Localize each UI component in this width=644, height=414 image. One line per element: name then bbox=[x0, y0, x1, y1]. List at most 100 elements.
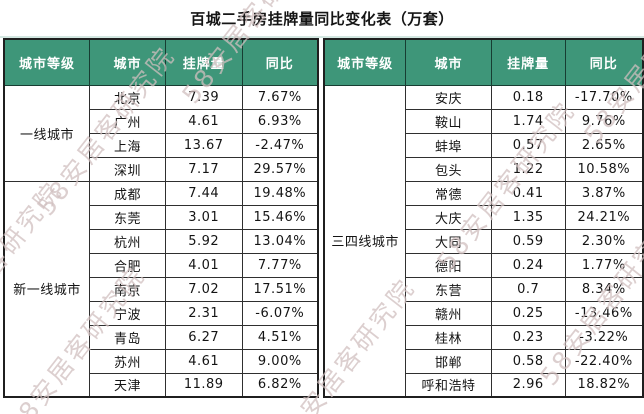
table-row: 上海 13.67 -2.47% bbox=[4, 132, 319, 158]
yoy-cell: -2.47% bbox=[241, 132, 319, 158]
column-header: 城市 bbox=[405, 38, 492, 86]
yoy-cell: 24.21% bbox=[564, 204, 644, 230]
listings-cell: 0.59 bbox=[490, 228, 566, 254]
city-cell: 成都 bbox=[89, 180, 166, 206]
city-cell: 天津 bbox=[89, 372, 166, 398]
city-cell: 东营 bbox=[405, 276, 492, 302]
listings-cell: 0.25 bbox=[490, 300, 566, 326]
yoy-cell: 19.48% bbox=[241, 180, 319, 206]
tier-cell: 新一线城市 bbox=[3, 180, 91, 398]
city-cell: 广州 bbox=[89, 108, 166, 134]
table-row: 深圳 7.17 29.57% bbox=[4, 156, 319, 182]
column-header: 城市等级 bbox=[323, 38, 407, 86]
listings-cell: 4.01 bbox=[164, 252, 243, 278]
tables-container: 城市等级 城市 挂牌量 同比 一线城市 北京 7.39 7.67% 广州 4.61 6.93% 上海… bbox=[3, 38, 644, 398]
city-cell: 桂林 bbox=[405, 324, 492, 350]
listings-cell: 3.01 bbox=[164, 204, 243, 230]
table-row: 一线城市 北京 7.39 7.67% bbox=[3, 84, 319, 182]
city-cell: 鞍山 bbox=[405, 108, 492, 134]
table-row: 新一线城市 成都 7.44 19.48% bbox=[3, 180, 319, 398]
city-cell: 蚌埠 bbox=[405, 132, 492, 158]
listings-cell: 13.67 bbox=[164, 132, 243, 158]
listings-cell: 7.17 bbox=[164, 156, 243, 182]
column-header: 同比 bbox=[564, 38, 644, 86]
yoy-cell: -6.07% bbox=[241, 300, 319, 326]
column-header: 城市等级 bbox=[3, 38, 91, 86]
column-header: 挂牌量 bbox=[164, 38, 243, 86]
table-row: 青岛 6.27 4.51% bbox=[4, 324, 319, 350]
yoy-cell: 15.46% bbox=[241, 204, 319, 230]
city-cell: 德阳 bbox=[405, 252, 492, 278]
yoy-cell: 9.00% bbox=[241, 348, 319, 374]
listings-cell: 5.92 bbox=[164, 228, 243, 254]
table-row: 广州 4.61 6.93% bbox=[4, 108, 319, 134]
left-table: 城市等级 城市 挂牌量 同比 一线城市 北京 7.39 7.67% 广州 4.61 6.93% 上海… bbox=[3, 38, 320, 398]
title-divider bbox=[0, 36, 644, 38]
column-header: 挂牌量 bbox=[490, 38, 566, 86]
yoy-cell: 9.76% bbox=[564, 108, 644, 134]
city-cell: 呼和浩特 bbox=[405, 372, 492, 398]
yoy-cell: 17.51% bbox=[241, 276, 319, 302]
yoy-cell: 2.65% bbox=[564, 132, 644, 158]
table-row: 南京 7.02 17.51% bbox=[4, 276, 319, 302]
listings-cell: 0.58 bbox=[490, 348, 566, 374]
listings-cell: 0.41 bbox=[490, 180, 566, 206]
yoy-cell: 8.34% bbox=[564, 276, 644, 302]
yoy-cell: -3.22% bbox=[564, 324, 644, 350]
city-cell: 常德 bbox=[405, 180, 492, 206]
listings-cell: 4.61 bbox=[164, 348, 243, 374]
table-row: 东营 0.7 8.34% bbox=[324, 276, 644, 302]
city-cell: 南京 bbox=[89, 276, 166, 302]
column-header: 城市 bbox=[89, 38, 166, 86]
yoy-cell: -17.70% bbox=[564, 84, 644, 110]
table-row: 天津 11.89 6.82% bbox=[4, 372, 319, 398]
yoy-cell: -22.40% bbox=[564, 348, 644, 374]
city-cell: 赣州 bbox=[405, 300, 492, 326]
listings-cell: 7.02 bbox=[164, 276, 243, 302]
table-row: 包头 1.22 10.58% bbox=[324, 156, 644, 182]
yoy-cell: 7.67% bbox=[241, 84, 319, 110]
city-cell: 包头 bbox=[405, 156, 492, 182]
city-cell: 大庆 bbox=[405, 204, 492, 230]
yoy-cell: 3.87% bbox=[564, 180, 644, 206]
yoy-cell: 18.82% bbox=[564, 372, 644, 398]
listings-cell: 0.7 bbox=[490, 276, 566, 302]
listings-cell: 0.18 bbox=[490, 84, 566, 110]
listings-cell: 6.27 bbox=[164, 324, 243, 350]
city-cell: 宁波 bbox=[89, 300, 166, 326]
city-cell: 杭州 bbox=[89, 228, 166, 254]
listings-cell: 1.74 bbox=[490, 108, 566, 134]
city-cell: 东莞 bbox=[89, 204, 166, 230]
yoy-cell: -13.46% bbox=[564, 300, 644, 326]
yoy-cell: 13.04% bbox=[241, 228, 319, 254]
listings-cell: 4.61 bbox=[164, 108, 243, 134]
tier-cell: 三四线城市 bbox=[323, 84, 407, 398]
listings-cell: 2.96 bbox=[490, 372, 566, 398]
tier-cell: 一线城市 bbox=[3, 84, 91, 182]
table-row: 大同 0.59 2.30% bbox=[324, 228, 644, 254]
listings-cell: 2.31 bbox=[164, 300, 243, 326]
yoy-cell: 6.93% bbox=[241, 108, 319, 134]
city-cell: 上海 bbox=[89, 132, 166, 158]
city-cell: 大同 bbox=[405, 228, 492, 254]
city-cell: 深圳 bbox=[89, 156, 166, 182]
column-header: 同比 bbox=[241, 38, 319, 86]
table-row: 东莞 3.01 15.46% bbox=[4, 204, 319, 230]
table-row: 宁波 2.31 -6.07% bbox=[4, 300, 319, 326]
table-row: 呼和浩特 2.96 18.82% bbox=[324, 372, 644, 398]
table-row: 杭州 5.92 13.04% bbox=[4, 228, 319, 254]
page-title: 百城二手房挂牌量同比变化表（万套） bbox=[190, 10, 454, 28]
yoy-cell: 4.51% bbox=[241, 324, 319, 350]
listings-cell: 1.35 bbox=[490, 204, 566, 230]
listings-cell: 0.57 bbox=[490, 132, 566, 158]
listings-cell: 1.22 bbox=[490, 156, 566, 182]
yoy-cell: 10.58% bbox=[564, 156, 644, 182]
listings-cell: 0.23 bbox=[490, 324, 566, 350]
city-cell: 北京 bbox=[89, 84, 166, 110]
table-row: 三四线城市 安庆 0.18 -17.70% bbox=[323, 84, 644, 398]
right-table: 城市等级 城市 挂牌量 同比 三四线城市 安庆 0.18 -17.70% 鞍山 1.74 9.76… bbox=[323, 38, 644, 398]
city-cell: 苏州 bbox=[89, 348, 166, 374]
left-table-header-row: 城市等级 城市 挂牌量 同比 bbox=[3, 38, 319, 86]
yoy-cell: 7.77% bbox=[241, 252, 319, 278]
